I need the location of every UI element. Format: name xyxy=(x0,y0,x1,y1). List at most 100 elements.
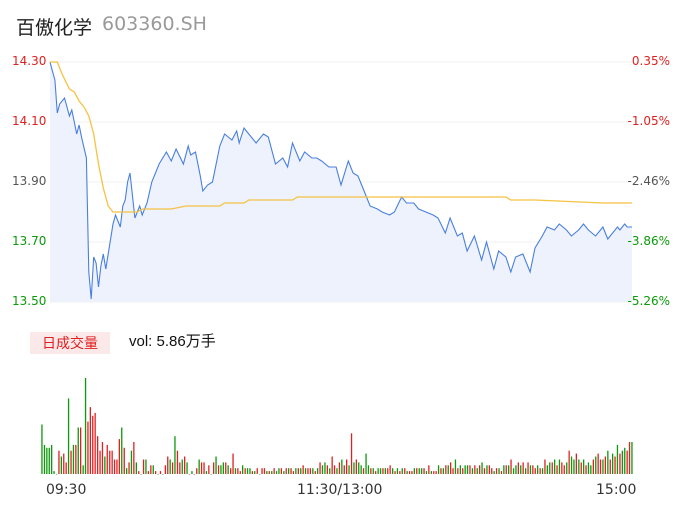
volume-bar xyxy=(346,459,348,474)
volume-bar xyxy=(573,459,575,474)
volume-bar xyxy=(392,468,394,474)
volume-bar xyxy=(329,468,331,474)
volume-bar xyxy=(152,465,154,474)
volume-bar xyxy=(602,459,604,474)
volume-bar xyxy=(312,468,314,474)
volume-bar xyxy=(423,468,425,474)
stock-name: 百傲化学 xyxy=(16,18,93,39)
volume-bar xyxy=(551,462,553,474)
volume-bar xyxy=(169,459,171,474)
volume-bar xyxy=(295,468,297,474)
volume-bar xyxy=(370,468,372,474)
volume-bar xyxy=(123,447,125,474)
y2-tick-label: -1.05% xyxy=(627,114,670,128)
volume-bar xyxy=(481,462,483,474)
volume-bar xyxy=(546,465,548,474)
volume-bar xyxy=(539,468,541,474)
volume-bar xyxy=(174,436,176,474)
volume-bar xyxy=(418,468,420,474)
volume-bar xyxy=(142,459,145,474)
volume-bar xyxy=(394,471,396,474)
volume-bar xyxy=(568,450,570,474)
volume-bar xyxy=(196,468,198,474)
volume-bar xyxy=(324,462,326,474)
volume-bar xyxy=(198,459,200,474)
volume-bar xyxy=(561,462,563,474)
volume-bar xyxy=(411,471,413,474)
volume-bar xyxy=(425,471,428,474)
volume-bar xyxy=(297,468,299,474)
x-tick-label: 09:30 xyxy=(46,482,87,498)
volume-bar xyxy=(217,465,220,474)
volume-bar xyxy=(319,462,321,474)
volume-bar xyxy=(75,444,77,474)
volume-bar xyxy=(126,468,128,474)
volume-bar xyxy=(609,459,611,474)
volume-bar xyxy=(382,468,384,474)
y-tick-label: 14.30 xyxy=(12,54,47,68)
volume-bar xyxy=(590,465,592,474)
volume-bar xyxy=(164,465,166,474)
volume-bar xyxy=(157,474,159,475)
volume-bar xyxy=(469,465,471,474)
volume-bar xyxy=(58,450,60,474)
volume-bar xyxy=(280,468,282,474)
volume-bar xyxy=(503,465,505,474)
volume-bar xyxy=(271,471,273,474)
volume-bar xyxy=(314,471,316,474)
volume-bar xyxy=(333,465,336,474)
volume-bar xyxy=(222,462,224,474)
volume-bar xyxy=(171,462,174,474)
volume-bar xyxy=(111,450,113,474)
volume-bar xyxy=(145,459,147,474)
volume-bar xyxy=(447,465,449,474)
volume-bar xyxy=(510,459,512,474)
y2-tick-label: -5.26% xyxy=(627,294,670,308)
volume-bar xyxy=(428,465,430,474)
volume-bar xyxy=(263,468,266,474)
volume-bar xyxy=(474,465,476,474)
volume-bar xyxy=(225,462,227,474)
volume-bar xyxy=(483,468,486,474)
volume-bar xyxy=(65,462,67,474)
volume-bar xyxy=(150,465,152,474)
volume-bar xyxy=(493,471,495,474)
volume-bar xyxy=(505,465,507,474)
volume-bar xyxy=(599,459,602,474)
volume-bar xyxy=(239,471,241,474)
volume-bar xyxy=(155,471,157,474)
volume-bar xyxy=(486,465,488,474)
volume-bar xyxy=(515,465,517,474)
volume-bar xyxy=(435,471,437,474)
volume-bar xyxy=(527,462,529,474)
volume-bar xyxy=(41,424,43,474)
volume-bar xyxy=(307,468,309,474)
volume-bar xyxy=(367,465,370,474)
y-tick-label: 14.10 xyxy=(12,114,47,128)
volume-tag[interactable]: 日成交量 xyxy=(30,332,110,354)
volume-bar xyxy=(261,468,263,474)
volume-bar xyxy=(358,462,360,474)
volume-bar xyxy=(246,468,249,474)
volume-bar xyxy=(585,465,587,474)
volume-bar xyxy=(348,465,350,474)
volume-bar xyxy=(273,468,275,474)
volume-bar xyxy=(227,465,229,474)
volume-bar xyxy=(350,433,353,474)
volume-bar xyxy=(208,465,210,474)
volume-bar xyxy=(628,442,631,474)
volume-bar xyxy=(53,471,55,474)
volume-bar xyxy=(341,459,343,474)
volume-bar xyxy=(416,468,418,474)
volume-bar xyxy=(583,459,585,474)
volume-bar xyxy=(616,444,619,474)
volume-bar xyxy=(614,456,616,474)
stock-code: 603360.SH xyxy=(102,13,207,35)
volume-bar xyxy=(278,468,280,474)
volume-bar xyxy=(290,468,292,474)
volume-bar xyxy=(563,465,565,474)
volume-bar xyxy=(234,468,237,474)
volume-bar xyxy=(338,462,341,474)
volume-bar xyxy=(457,468,459,474)
